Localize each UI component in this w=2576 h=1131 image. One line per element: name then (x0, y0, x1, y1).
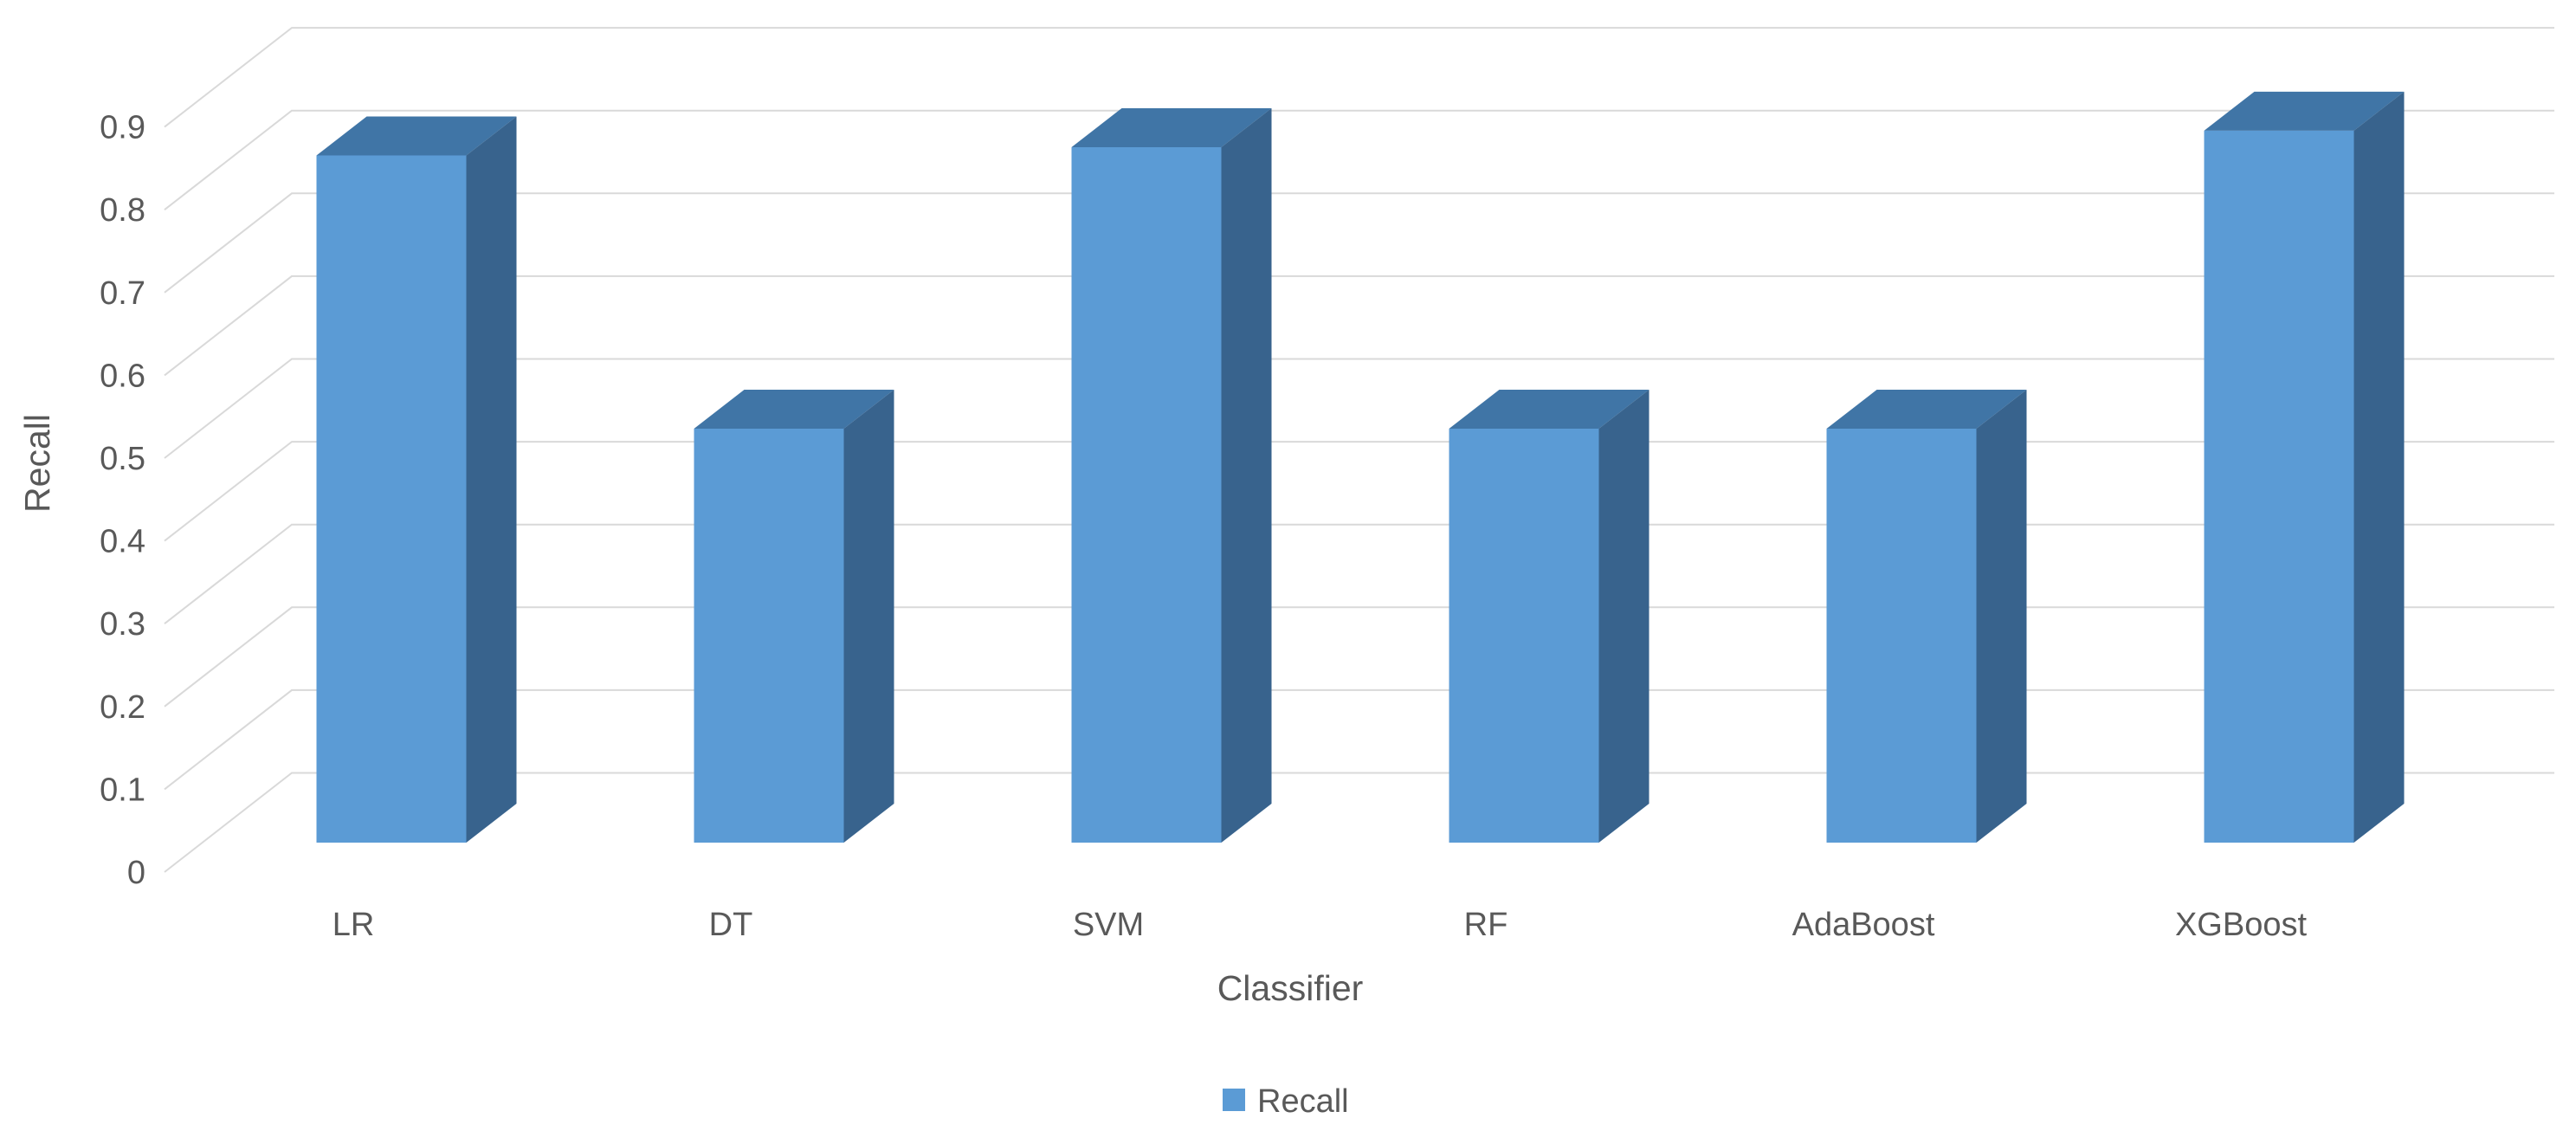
bar-DT (694, 390, 894, 843)
y-tick-label-0.8: 0.8 (100, 192, 145, 229)
bar-top-face (316, 116, 517, 156)
bar-top-face (1826, 390, 2027, 429)
bar-side-face (1598, 390, 1650, 843)
bar-top-face (2204, 91, 2405, 131)
y-tick-label-0.6: 0.6 (100, 358, 145, 394)
bar-front-face (1071, 146, 1222, 843)
legend-label: Recall (1257, 1083, 1349, 1120)
bar-series (316, 91, 2405, 843)
bar-side-face (2353, 91, 2405, 843)
x-axis-category-labels: LR DT SVM RF AdaBoost XGBoost (332, 907, 2308, 943)
gridline-0.8 (164, 109, 2554, 210)
gridline-0.2 (164, 606, 2554, 708)
gridline-0.3 (164, 523, 2554, 624)
x-category-label-RF: RF (1464, 907, 1508, 943)
bar-side-face (843, 390, 894, 843)
bar-front-face (1826, 429, 1977, 843)
y-tick-label-0.5: 0.5 (100, 441, 145, 477)
y-tick-label-0.1: 0.1 (100, 772, 145, 808)
gridline-0.7 (164, 192, 2554, 294)
bar-XGBoost (2204, 91, 2405, 843)
x-axis-title: Classifier (1217, 968, 1364, 1008)
bar-RF (1449, 390, 1650, 843)
gridline-0.9 (164, 27, 2554, 128)
legend: Recall (1223, 1083, 1349, 1120)
x-category-label-AdaBoost: AdaBoost (1792, 907, 1935, 943)
bar-side-face (466, 116, 517, 843)
bar-front-face (1449, 429, 1599, 843)
y-tick-label-0.4: 0.4 (100, 524, 145, 560)
bar-SVM (1071, 107, 1272, 843)
y-tick-label-0.2: 0.2 (100, 689, 145, 726)
x-category-label-LR: LR (332, 907, 375, 943)
bar-front-face (316, 155, 467, 843)
bar-top-face (694, 390, 894, 429)
gridline-0.1 (164, 688, 2554, 791)
bar-side-face (1976, 390, 2027, 843)
y-tick-label-0.9: 0.9 (100, 110, 145, 146)
gridline-0.5 (164, 358, 2554, 459)
bar-side-face (1221, 107, 1272, 843)
gridline-0.6 (164, 275, 2554, 377)
gridlines (164, 27, 2554, 873)
legend-swatch-icon (1223, 1089, 1245, 1111)
x-category-label-DT: DT (709, 907, 753, 943)
gridline-0 (164, 772, 2554, 873)
y-tick-label-0.7: 0.7 (100, 275, 145, 312)
y-axis-tick-labels: 0 0.1 0.2 0.3 0.4 0.5 0.6 0.7 0.8 0.9 (100, 110, 145, 891)
y-tick-label-0.3: 0.3 (100, 606, 145, 643)
gridline-0.4 (164, 441, 2554, 542)
x-category-label-XGBoost: XGBoost (2175, 907, 2308, 943)
bar-top-face (1071, 107, 1272, 147)
x-category-label-SVM: SVM (1073, 907, 1144, 943)
bar-top-face (1449, 390, 1650, 429)
bar-front-face (2204, 130, 2354, 843)
y-tick-label-0: 0 (127, 855, 145, 891)
bar-LR (316, 116, 517, 843)
y-axis-title: Recall (17, 414, 57, 513)
bar-AdaBoost (1826, 390, 2027, 843)
bar-front-face (694, 429, 844, 843)
